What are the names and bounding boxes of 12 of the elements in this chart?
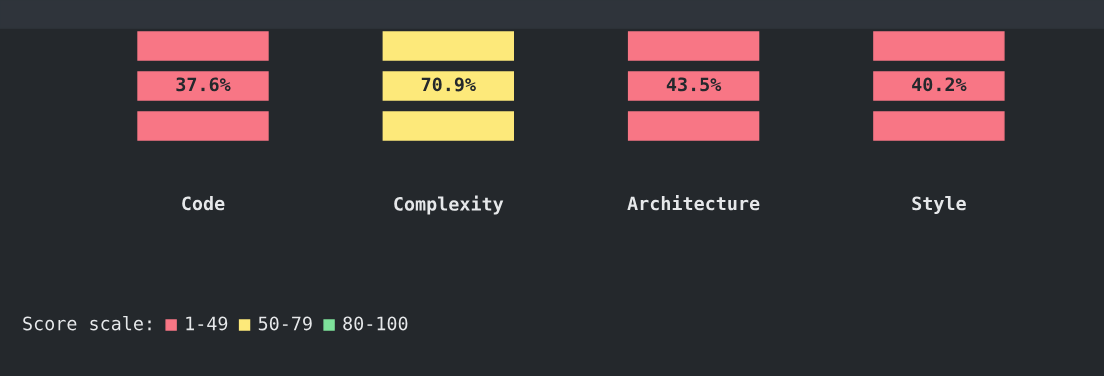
legend-label: 50-79 xyxy=(258,316,312,331)
data-label: 37.6% xyxy=(176,77,231,92)
data-label: 40.2% xyxy=(912,77,967,92)
legend-label: 80-100 xyxy=(343,316,408,331)
category-label: Code xyxy=(182,196,225,211)
category-label: Architecture xyxy=(627,195,760,211)
legend-label: 1-49 xyxy=(186,316,228,331)
data-label: 43.5% xyxy=(666,77,722,92)
data-label: 70.9% xyxy=(421,77,476,92)
legend-title: Score scale: xyxy=(23,316,151,331)
category-label: Style xyxy=(912,196,966,214)
category-label: Complexity xyxy=(394,195,504,215)
